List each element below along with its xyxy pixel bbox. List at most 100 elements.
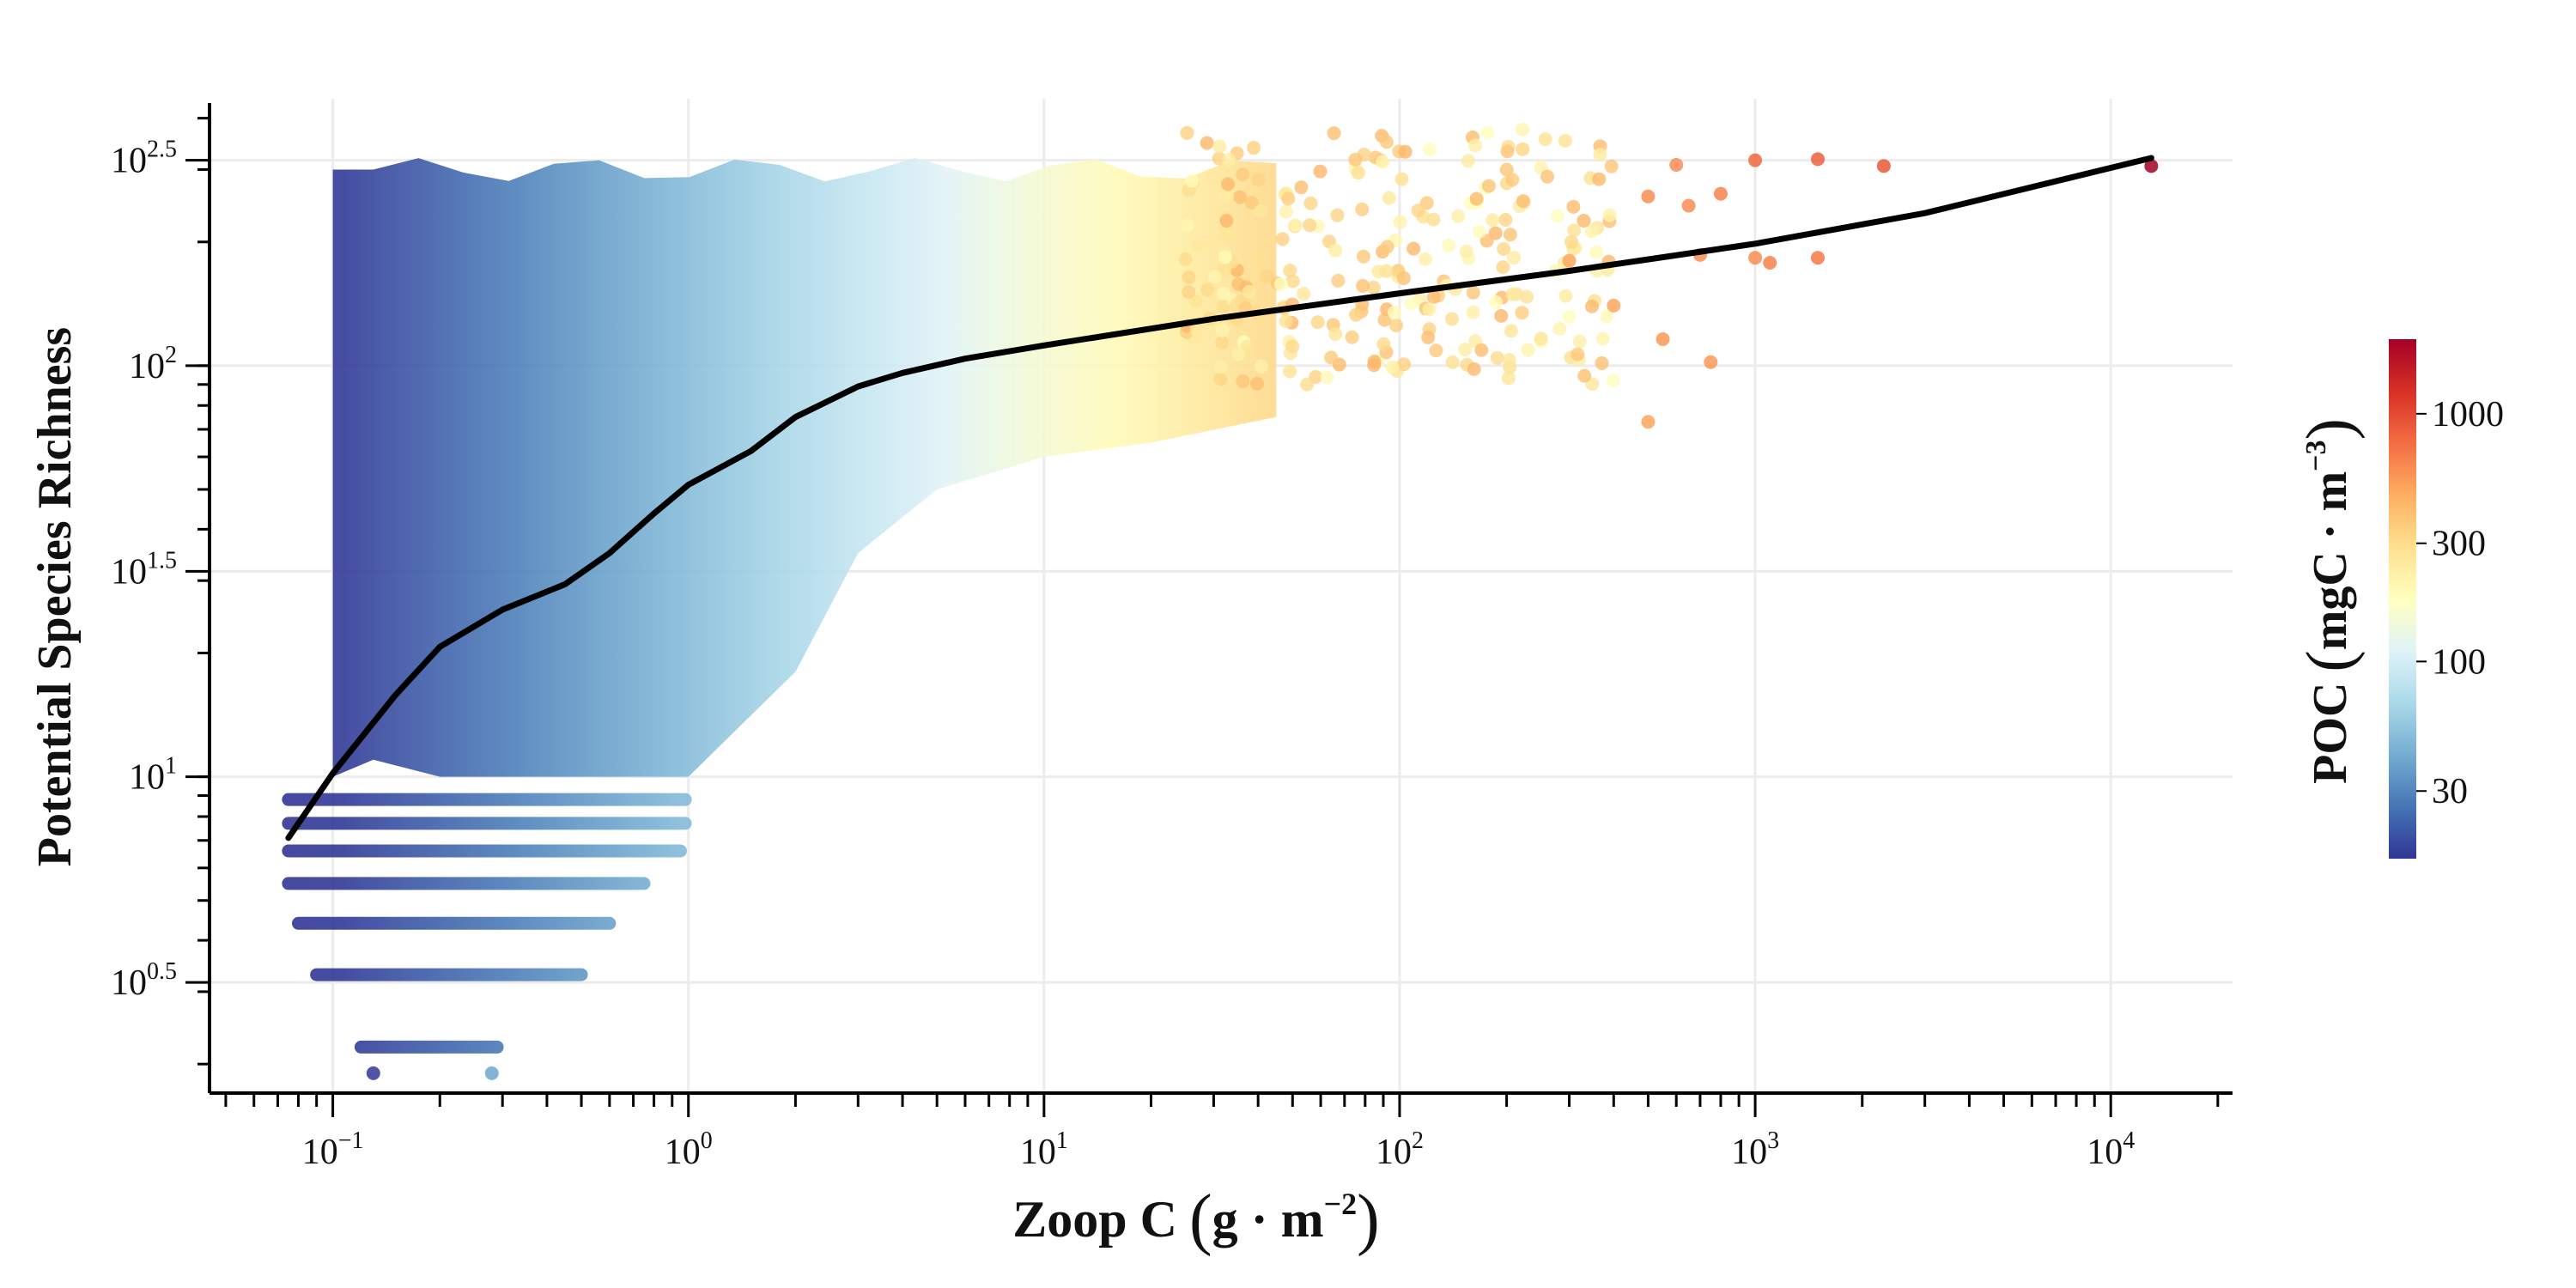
scatter-point [1422, 143, 1437, 157]
dense-scatter-cloud [332, 158, 1277, 777]
x-axis-title: Zoop C (g · m−2) [1012, 1182, 1380, 1257]
scatter-point [1485, 213, 1500, 228]
y-tick-label: 100.5 [111, 958, 177, 1003]
scatter-point [1215, 335, 1230, 349]
scatter-point [1385, 360, 1400, 374]
scatter-point [1376, 155, 1390, 169]
scatter-point [1558, 289, 1573, 303]
scatter-point [1589, 245, 1604, 259]
scatter-point [1520, 289, 1534, 304]
scatter-point [1397, 357, 1412, 372]
scatter-point [1503, 228, 1517, 242]
colorbar-tick-label: 300 [2432, 525, 2486, 564]
scatter-point [1188, 294, 1203, 308]
scatter-point [1763, 255, 1777, 270]
scatter-point [1501, 371, 1516, 386]
scatter-point [1380, 240, 1394, 254]
scatter-point [1379, 264, 1394, 278]
scatter-point [1584, 224, 1599, 239]
x-tick-label: 102 [1376, 1127, 1424, 1172]
scatter-point [1367, 358, 1382, 373]
scatter-point [1516, 122, 1530, 137]
scatter-point [1567, 223, 1582, 238]
scatter-point [1182, 270, 1196, 284]
colorbar-tick-label: 100 [2432, 642, 2486, 682]
scatter-point [1876, 159, 1891, 173]
scatter-point [1461, 154, 1475, 168]
scatter-point [1320, 370, 1334, 385]
scatter-point [1562, 309, 1577, 324]
scatter-point [2144, 159, 2159, 173]
scatter-point [1406, 241, 1421, 256]
scatter-point [1593, 148, 1607, 162]
scatter-point [1220, 189, 1235, 204]
scatter-point [1515, 306, 1529, 320]
x-tick-label: 100 [665, 1127, 713, 1172]
scatter-point [1458, 343, 1473, 357]
scatter-point [1577, 213, 1591, 228]
colorbar-gradient [2389, 339, 2416, 859]
scatter-point [1182, 285, 1196, 300]
scatter-point [1178, 252, 1193, 266]
scatter-point [1273, 276, 1288, 291]
scatter-point [1200, 283, 1215, 297]
scatter-point [1216, 299, 1230, 313]
scatter-point [1279, 313, 1293, 328]
scatter-point [1562, 253, 1577, 268]
scatter-point [1602, 208, 1617, 222]
scatter-point [1348, 152, 1363, 167]
scatter-point [1564, 234, 1579, 249]
scatter-point [1389, 318, 1404, 332]
scatter-point [1393, 215, 1407, 229]
scatter-point [1466, 285, 1480, 300]
scatter-point [1713, 186, 1728, 201]
y-tick-label: 101 [129, 753, 177, 798]
scatter-point [1656, 331, 1670, 346]
scatter-point [1331, 273, 1346, 288]
scatter-point [1379, 135, 1394, 149]
scatter-point [1297, 287, 1311, 301]
scatter-point [1507, 251, 1522, 265]
scatter-point [1212, 139, 1227, 154]
scatter-point [1218, 262, 1232, 276]
scatter-point [1748, 153, 1763, 167]
scatter-point [1387, 306, 1401, 320]
scatter-point [1310, 315, 1325, 330]
scatter-point [1468, 138, 1483, 153]
scatter-point [1254, 359, 1268, 374]
scatter-point [1469, 191, 1484, 206]
scatter-point [1571, 347, 1585, 361]
scatter-point [1550, 209, 1564, 223]
scatter-point [1498, 213, 1513, 228]
scatter-point [1231, 347, 1246, 361]
scatter-point [1445, 312, 1460, 326]
scatter-point [1377, 313, 1392, 327]
scatter-point [1200, 136, 1214, 150]
scatter-point [1180, 218, 1194, 233]
scatter-point [1303, 196, 1318, 210]
scatter-point [1540, 169, 1555, 184]
scatter-point [1669, 157, 1684, 172]
scatter-point [1521, 343, 1535, 357]
scatter-point [1294, 180, 1309, 195]
x-axis-title-unit-exp: −2 [1324, 1187, 1358, 1221]
scatter-point [1324, 350, 1339, 365]
scatter-point [1606, 374, 1620, 388]
scatter-point [1499, 162, 1514, 177]
scatter-point [1441, 238, 1455, 252]
scatter-point [1459, 244, 1473, 258]
scatter-point [484, 1066, 499, 1080]
scatter-point [1422, 302, 1437, 317]
scatter-point [1213, 372, 1228, 386]
scatter-point [1376, 337, 1391, 351]
scatter-point [1480, 125, 1495, 140]
scatter-point [1500, 144, 1515, 159]
scatter-point [1236, 167, 1250, 182]
y-tick-label: 102.5 [111, 137, 177, 181]
scatter-point [1328, 243, 1343, 258]
scatter-point [1811, 251, 1826, 265]
x-axis-title-main: Zoop C [1012, 1191, 1177, 1248]
x-axis-title-unit: g · m [1212, 1191, 1324, 1248]
scatter-point [1249, 376, 1264, 391]
y-tick-label: 101.5 [111, 547, 177, 592]
